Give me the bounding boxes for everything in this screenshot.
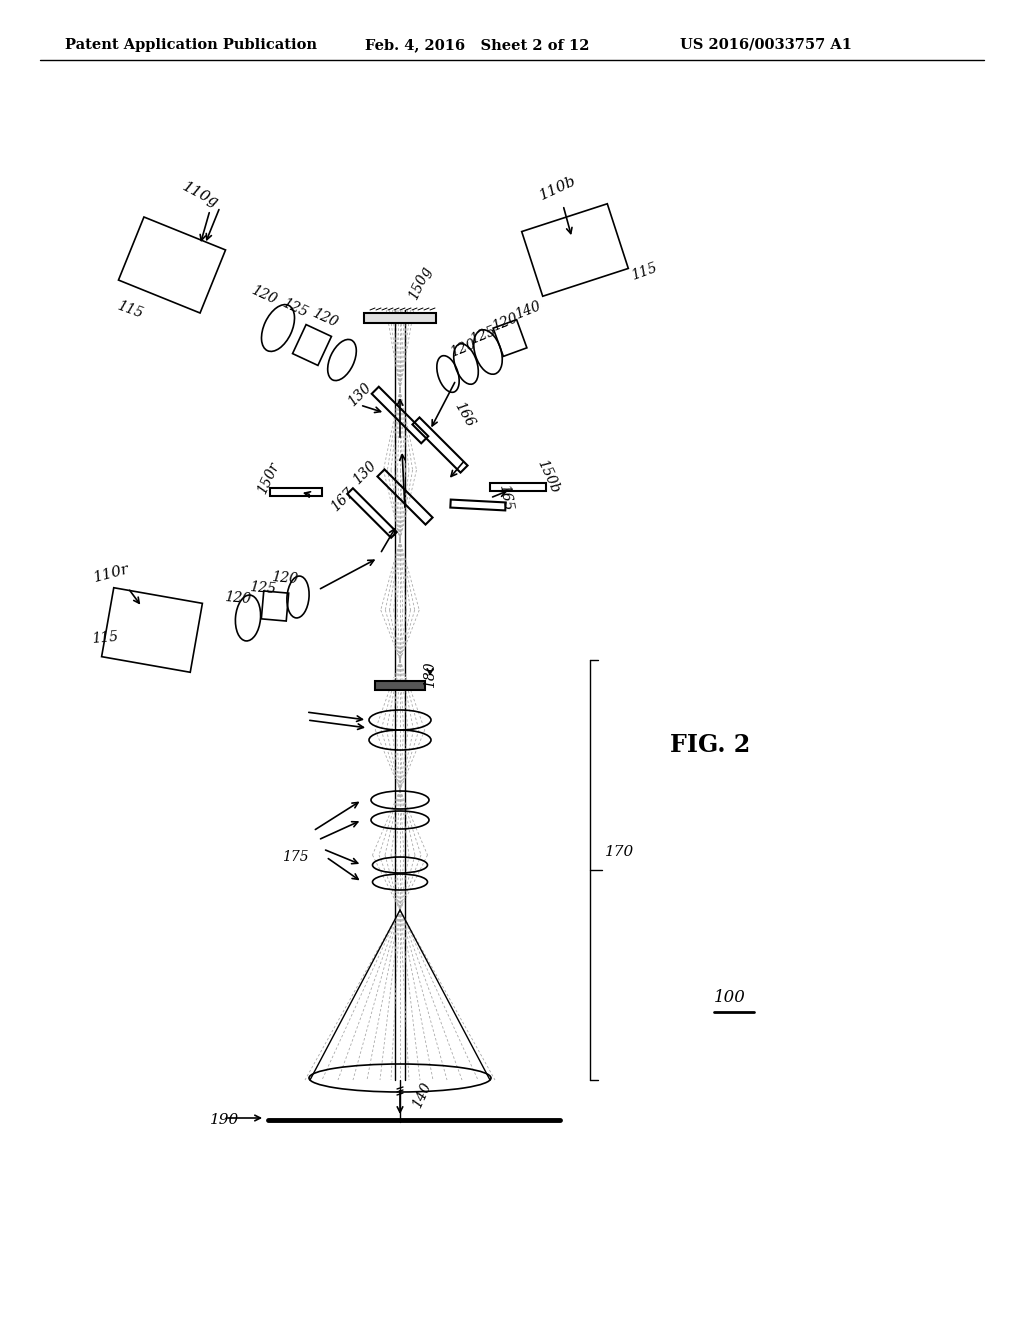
Text: 150b: 150b <box>535 457 562 495</box>
Text: 180: 180 <box>423 661 437 688</box>
Text: 110g: 110g <box>179 180 220 210</box>
Text: 190: 190 <box>210 1113 240 1127</box>
Text: 150r: 150r <box>255 459 282 496</box>
Text: 140: 140 <box>513 298 543 322</box>
Text: 110r: 110r <box>92 561 131 585</box>
Text: 115: 115 <box>115 298 145 321</box>
Text: 115: 115 <box>91 630 119 645</box>
Text: 165: 165 <box>496 483 514 511</box>
Text: 125: 125 <box>249 579 276 597</box>
Text: FIG. 2: FIG. 2 <box>670 733 751 756</box>
Text: 130: 130 <box>346 380 375 409</box>
Text: 175: 175 <box>282 850 308 865</box>
Polygon shape <box>364 313 436 323</box>
Text: 120: 120 <box>310 306 340 330</box>
Text: US 2016/0033757 A1: US 2016/0033757 A1 <box>680 38 852 51</box>
Text: 115: 115 <box>629 261 658 282</box>
Text: 130: 130 <box>350 458 379 487</box>
Text: 120: 120 <box>224 590 252 606</box>
Text: 166: 166 <box>452 400 477 430</box>
Text: 125: 125 <box>280 296 310 319</box>
Text: 150g: 150g <box>407 264 434 302</box>
Text: 167: 167 <box>329 486 357 515</box>
Polygon shape <box>375 681 425 689</box>
Text: Patent Application Publication: Patent Application Publication <box>65 38 317 51</box>
Text: 170: 170 <box>605 845 635 859</box>
Text: 120: 120 <box>490 310 520 334</box>
Text: 100: 100 <box>714 990 745 1006</box>
Text: 125: 125 <box>468 323 498 346</box>
Text: Feb. 4, 2016   Sheet 2 of 12: Feb. 4, 2016 Sheet 2 of 12 <box>365 38 590 51</box>
Text: 120: 120 <box>271 570 299 586</box>
Text: 140: 140 <box>410 1080 434 1110</box>
Text: 120: 120 <box>249 282 279 308</box>
Text: 110b: 110b <box>538 173 579 202</box>
Text: 120: 120 <box>449 337 478 359</box>
